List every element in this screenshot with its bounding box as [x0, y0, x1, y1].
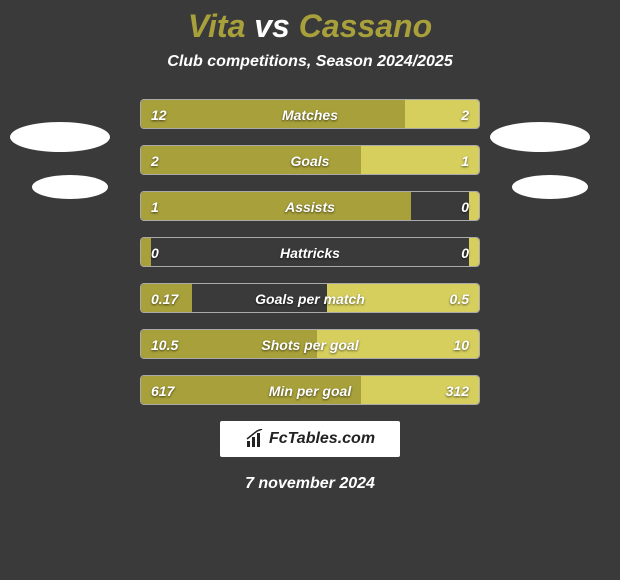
stat-value-b: 10: [453, 330, 469, 359]
stat-label: Min per goal: [141, 376, 479, 405]
vs-text: vs: [254, 8, 290, 44]
chart-icon: [245, 429, 265, 449]
stat-label: Goals per match: [141, 284, 479, 313]
stat-row: 0Hattricks0: [140, 237, 480, 267]
stat-row: 0.17Goals per match0.5: [140, 283, 480, 313]
branding-badge: FcTables.com: [220, 421, 400, 457]
stat-row: 10.5Shots per goal10: [140, 329, 480, 359]
stat-row: 2Goals1: [140, 145, 480, 175]
stat-value-b: 2: [461, 100, 469, 129]
subtitle: Club competitions, Season 2024/2025: [0, 53, 620, 71]
player-b-name: Cassano: [299, 8, 432, 44]
stat-value-b: 0: [461, 192, 469, 221]
stat-label: Goals: [141, 146, 479, 175]
stats-table: 12Matches22Goals11Assists00Hattricks00.1…: [140, 99, 480, 405]
comparison-title: Vita vs Cassano: [0, 0, 620, 45]
decorative-orb: [490, 122, 590, 152]
stat-value-b: 1: [461, 146, 469, 175]
decorative-orb: [10, 122, 110, 152]
stat-row: 12Matches2: [140, 99, 480, 129]
stat-row: 617Min per goal312: [140, 375, 480, 405]
stat-label: Hattricks: [141, 238, 479, 267]
branding-text: FcTables.com: [269, 430, 375, 448]
stat-value-b: 0.5: [450, 284, 469, 313]
player-a-name: Vita: [188, 8, 246, 44]
stat-label: Matches: [141, 100, 479, 129]
stat-value-b: 312: [446, 376, 469, 405]
stat-label: Assists: [141, 192, 479, 221]
date-text: 7 november 2024: [0, 475, 620, 493]
decorative-orb: [512, 175, 588, 199]
stat-label: Shots per goal: [141, 330, 479, 359]
decorative-orb: [32, 175, 108, 199]
stat-row: 1Assists0: [140, 191, 480, 221]
stat-value-b: 0: [461, 238, 469, 267]
